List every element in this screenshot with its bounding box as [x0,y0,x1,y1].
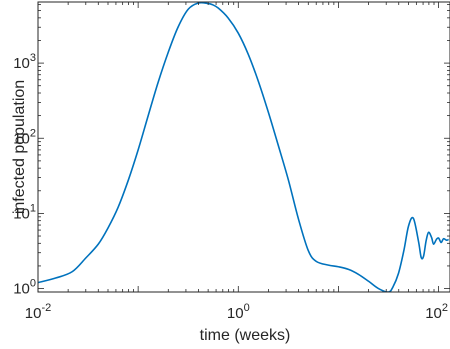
x-tick-label: 10-2 [25,302,51,322]
y-axis-title: infected population [11,80,28,214]
series-line-0 [38,2,449,292]
x-tick-label: 100 [227,302,250,322]
tick-labels: 10-2 100 102 100 101 102 103 [13,52,448,322]
data-series [38,2,449,292]
y-tick-label: 101 [13,202,36,222]
y-tick-label: 100 [13,278,36,298]
x-tick-label: 102 [425,302,448,322]
axes-box [37,1,450,293]
y-tick-label: 102 [13,127,36,147]
axes-frame [37,1,450,293]
y-tick-label: 103 [13,52,36,72]
x-axis-title: time (weeks) [200,327,291,344]
